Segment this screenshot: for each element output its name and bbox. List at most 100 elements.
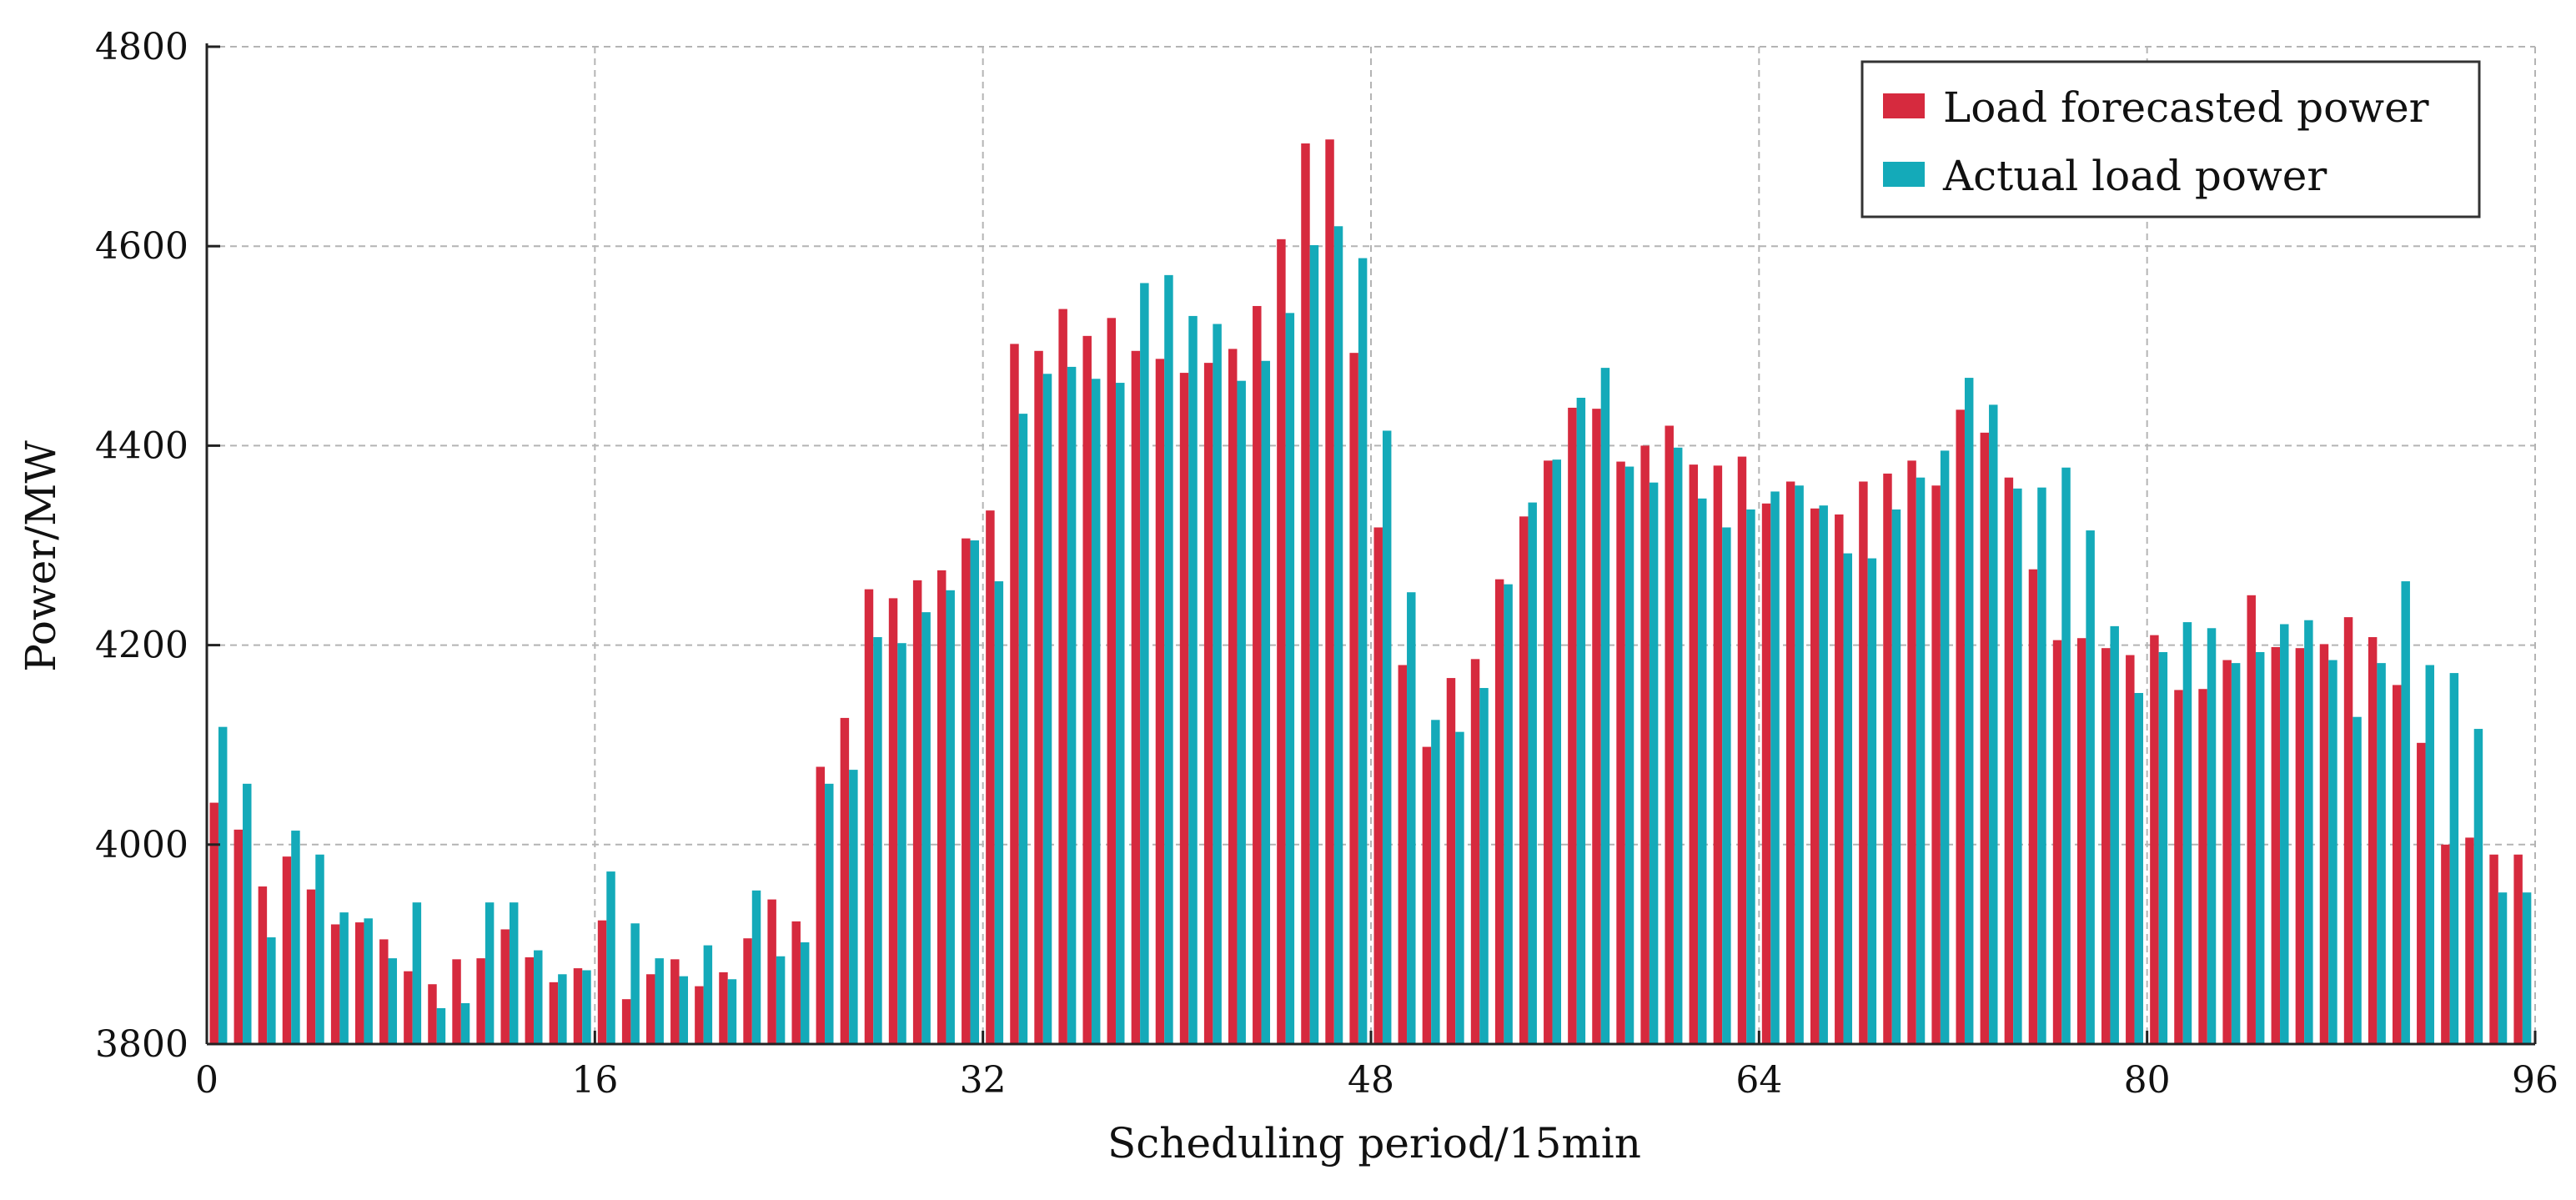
bar-forecast: [1785, 481, 1795, 1044]
bar-forecast: [330, 924, 340, 1044]
bar-actual: [1722, 527, 1731, 1044]
bar-actual: [388, 958, 398, 1044]
bar-actual: [1455, 731, 1464, 1044]
bar-actual: [897, 643, 906, 1044]
bar-forecast: [1544, 460, 1553, 1044]
bar-forecast: [428, 984, 437, 1044]
bar-forecast: [1325, 139, 1334, 1045]
bar-actual: [679, 976, 689, 1044]
bar-actual: [339, 912, 349, 1044]
bar-actual: [1504, 584, 1513, 1044]
bar-forecast: [2076, 638, 2086, 1044]
bar-forecast: [719, 972, 728, 1044]
legend-swatch-forecast: [1883, 93, 1925, 118]
bar-forecast: [986, 510, 995, 1044]
bar-forecast: [258, 886, 268, 1044]
bar-forecast: [1373, 527, 1383, 1044]
bar-forecast: [791, 921, 801, 1044]
y-tick-label: 4600: [95, 225, 188, 268]
bar-actual: [1116, 383, 1125, 1044]
bar-actual: [1770, 491, 1780, 1044]
legend-box: [1860, 60, 2481, 218]
bar-forecast: [573, 968, 583, 1044]
bar-forecast: [452, 959, 461, 1044]
bar-forecast: [1203, 363, 1213, 1044]
bar-forecast: [2150, 635, 2159, 1044]
bar-forecast: [1034, 350, 1043, 1044]
bar-actual: [1309, 245, 1319, 1044]
legend-label-actual: Actual load power: [1942, 152, 2327, 200]
bar-actual: [1213, 324, 1222, 1044]
bar-forecast: [2417, 742, 2426, 1044]
bar-forecast: [2392, 685, 2402, 1044]
bar-forecast: [500, 929, 510, 1044]
bar-actual: [1624, 466, 1634, 1044]
bar-actual: [994, 581, 1004, 1044]
y-tick-label: 4200: [95, 625, 188, 667]
bar-forecast: [2295, 648, 2305, 1044]
bar-actual: [1891, 509, 1901, 1044]
bar-actual: [776, 956, 786, 1044]
bar-actual: [1091, 379, 1101, 1044]
bar-actual: [485, 902, 495, 1044]
bar-actual: [1600, 368, 1610, 1044]
bar-actual: [630, 923, 640, 1044]
bar-forecast: [1689, 464, 1699, 1044]
bar-actual: [1358, 258, 1368, 1044]
y-tick-label: 4400: [95, 424, 188, 467]
bar-actual: [460, 1002, 470, 1044]
bar-forecast: [1568, 407, 1577, 1044]
bar-forecast: [1058, 309, 1067, 1044]
bar-actual: [1528, 502, 1537, 1044]
bar-forecast: [1883, 473, 1892, 1044]
bar-actual: [1333, 226, 1343, 1044]
bar-forecast: [962, 538, 971, 1044]
bar-forecast: [1082, 335, 1092, 1045]
bar-forecast: [282, 856, 292, 1044]
tick-labels: 3800 4000 4200 4400 4600 4800 0 16 32 48 64 80 96: [95, 26, 2558, 1102]
bar-actual: [1164, 274, 1173, 1044]
bar-actual: [1382, 430, 1392, 1044]
bar-forecast: [1810, 508, 1820, 1044]
x-tick-label: 96: [2512, 1059, 2558, 1102]
bar-forecast: [233, 829, 244, 1044]
bar-actual: [921, 612, 931, 1044]
bar-actual: [364, 918, 373, 1044]
legend: Load forecasted power Actual load power: [1860, 60, 2481, 218]
bar-forecast: [1107, 318, 1117, 1044]
bar-forecast: [2028, 569, 2038, 1044]
bar-actual: [2377, 663, 2386, 1044]
bar-actual: [727, 979, 737, 1044]
bar-actual: [2449, 673, 2459, 1044]
bar-forecast: [1179, 373, 1189, 1045]
bar-actual: [1018, 414, 1028, 1044]
bar-forecast: [404, 971, 413, 1044]
bar-forecast: [645, 974, 655, 1044]
bar-forecast: [549, 982, 559, 1044]
bar-actual: [1042, 374, 1052, 1044]
bar-actual: [291, 831, 300, 1044]
bar-actual: [1576, 397, 1586, 1044]
bar-actual: [267, 937, 276, 1044]
x-axis-title: Scheduling period/15min: [1107, 1119, 1641, 1167]
bar-actual: [1285, 313, 1295, 1045]
bar-actual: [1940, 450, 1950, 1044]
bar-actual: [1140, 283, 1149, 1044]
bar-actual: [2473, 729, 2483, 1044]
bar-forecast: [1907, 460, 1916, 1044]
bar-forecast: [2441, 844, 2450, 1044]
bar-actual: [2522, 892, 2532, 1044]
bar-actual: [1867, 558, 1877, 1044]
bar-forecast: [1665, 425, 1674, 1045]
bar-forecast: [1228, 349, 1238, 1044]
bar-actual: [849, 770, 858, 1044]
bar-actual: [873, 637, 882, 1044]
bar-forecast: [1301, 143, 1310, 1044]
axes: [205, 43, 2537, 1046]
bar-actual: [1188, 315, 1198, 1044]
bar-actual: [2425, 665, 2435, 1044]
bar-forecast: [2101, 648, 2111, 1044]
bar-actual: [1989, 404, 1998, 1044]
bar-actual: [1479, 688, 1489, 1044]
